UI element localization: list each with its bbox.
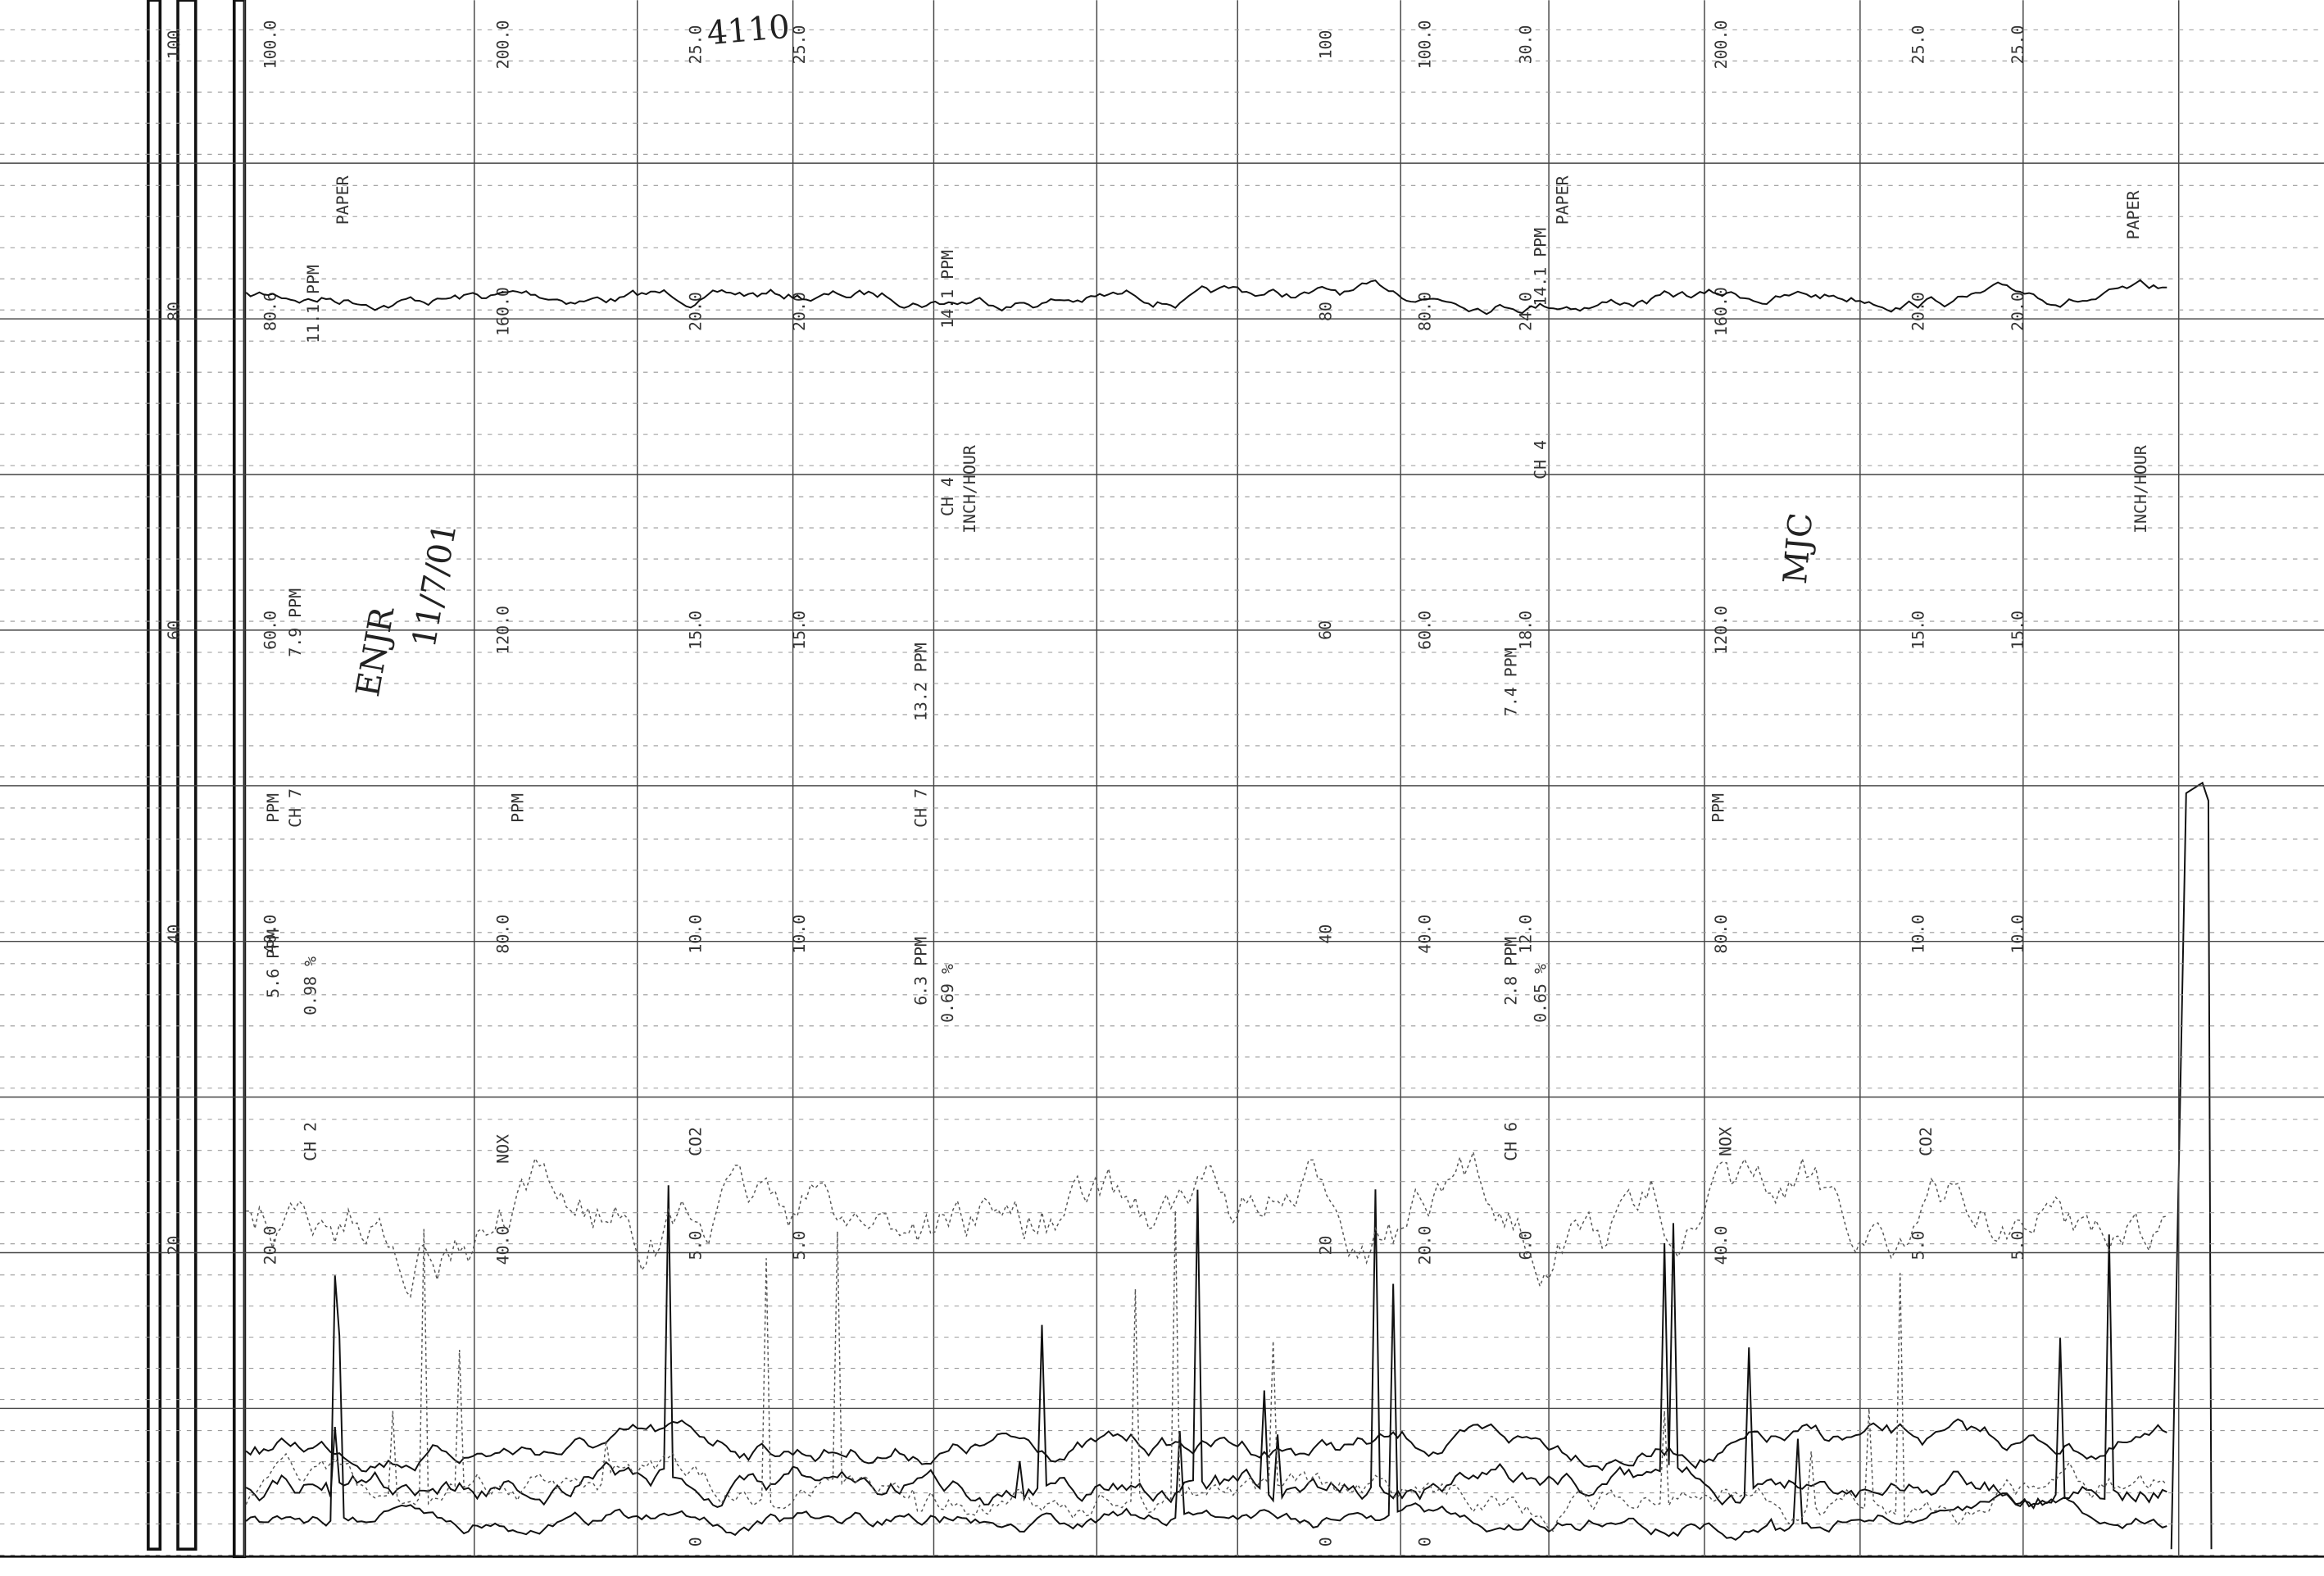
channel-annotation: PAPER	[1554, 175, 1573, 225]
scale-label: 5.0	[790, 1231, 809, 1260]
scale-label: 80.6	[261, 292, 279, 331]
scale-label: 20.0	[1415, 1226, 1434, 1265]
scale-label: 120.0	[1712, 606, 1731, 655]
scale-label: 25.0	[687, 25, 706, 65]
scale-label: 40.0	[1712, 1226, 1731, 1265]
scale-label: 25.0	[2009, 25, 2027, 65]
scale-label: 80.0	[1415, 292, 1434, 331]
scale-label: 10.0	[790, 915, 809, 954]
scale-label: 200.0	[1712, 20, 1731, 70]
scale-label: 5.0	[2009, 1231, 2027, 1260]
channel-annotation: CH 2	[301, 1122, 320, 1161]
scale-label: 25.0	[790, 25, 809, 65]
channel-annotation: 0.65 %	[1532, 964, 1550, 1023]
channel-annotation: CO2	[687, 1127, 706, 1156]
scale-label: 100.0	[261, 20, 279, 70]
scale-label: 40.0	[493, 1226, 512, 1265]
scale-label: 20.0	[261, 1226, 279, 1265]
scale-label: 10.0	[2009, 915, 2027, 954]
channel-annotation: PPM	[509, 793, 528, 823]
scale-label: 100	[1316, 30, 1335, 59]
scale-label: 10.0	[687, 915, 706, 954]
scale-label: 60.0	[1415, 611, 1434, 650]
scale-label: 160.0	[1712, 287, 1731, 336]
channel-annotation: CH 6	[1501, 1122, 1520, 1161]
scale-label: 80.0	[1712, 915, 1731, 954]
scale-label: 10.0	[1909, 915, 1928, 954]
channel-annotation: 14.1 PPM	[938, 250, 957, 329]
scale-label: 200.0	[493, 20, 512, 70]
scale-label: 20	[165, 1236, 184, 1256]
scale-label: 25.0	[1909, 25, 1928, 65]
channel-annotation: CH 7	[286, 788, 305, 828]
channel-annotation: 2.8 PPM	[1501, 937, 1520, 1006]
channel-annotation: CH 4	[1532, 440, 1550, 479]
handwritten-note: 4110	[706, 8, 792, 53]
scale-label: 20.0	[2009, 292, 2027, 331]
scale-label: 20	[1316, 1236, 1335, 1256]
scale-label: 80	[165, 302, 184, 321]
channel-annotation: 0.69 %	[938, 964, 957, 1023]
scale-label: 15.0	[1909, 611, 1928, 650]
scale-label: 80	[1316, 302, 1335, 321]
channel-annotation: INCH/HOUR	[960, 445, 979, 534]
handwritten-note: MJC	[1777, 511, 1820, 586]
channel-annotation: NOX	[493, 1134, 512, 1164]
scale-label: 6.0	[1516, 1231, 1535, 1260]
channel-annotation: 7.4 PPM	[1501, 647, 1520, 716]
scale-label: 80.0	[493, 915, 512, 954]
channel-annotation: CO2	[1917, 1127, 1936, 1156]
scale-label: 60	[165, 620, 184, 640]
channel-annotation: PAPER	[2124, 191, 2143, 240]
scale-label: 15.0	[790, 611, 809, 650]
scale-label: 5.0	[1909, 1231, 1928, 1260]
strip-chart-scan: 100 80 60 40 20 100.0 80.6 60.0 40.0 20.0 200.0 160…	[0, 0, 2324, 1576]
channel-annotation: PAPER	[334, 175, 352, 225]
channel-annotation: 13.2 PPM	[911, 643, 930, 721]
channel-annotation: INCH/HOUR	[2131, 445, 2150, 534]
paper	[0, 0, 2324, 1576]
page: 100 80 60 40 20 100.0 80.6 60.0 40.0 20.0 200.0 160…	[0, 0, 2324, 1576]
scale-label: 20.0	[1909, 292, 1928, 331]
channel-annotation: CH 7	[911, 788, 930, 828]
channel-annotation: 6.3 PPM	[911, 937, 930, 1006]
scale-label: 15.0	[687, 611, 706, 650]
channel-annotation: 0.98 %	[301, 956, 320, 1015]
scale-label: 0	[687, 1537, 706, 1546]
scale-label: 100	[165, 30, 184, 59]
scale-label: 40.0	[1415, 915, 1434, 954]
channel-annotation: CH 4	[938, 477, 957, 516]
scale-label: 120.0	[493, 606, 512, 655]
scale-label: 60.0	[261, 611, 279, 650]
scale-label: 0	[1415, 1537, 1434, 1546]
channel-annotation: 11.1 PPM	[304, 265, 323, 343]
scale-label: 18.0	[1516, 611, 1535, 650]
scale-label: 5.0	[687, 1231, 706, 1260]
scale-label: 0	[1316, 1537, 1335, 1546]
scale-label: 40	[1316, 924, 1335, 944]
scale-label: 40	[165, 924, 184, 944]
channel-annotation: NOX	[1717, 1127, 1736, 1156]
channel-annotation: 5.6 PPM	[264, 929, 283, 998]
scale-label: 15.0	[2009, 611, 2027, 650]
scale-label: 60	[1316, 620, 1335, 640]
scale-label: 100.0	[1415, 20, 1434, 70]
channel-annotation: PPM	[264, 793, 283, 823]
scale-label: 30.0	[1516, 25, 1535, 65]
channel-annotation: 14.1 PPM	[1532, 228, 1550, 307]
scale-label: 20.0	[687, 292, 706, 331]
channel-annotation: PPM	[1709, 793, 1728, 823]
channel-annotation: 7.9 PPM	[286, 588, 305, 657]
